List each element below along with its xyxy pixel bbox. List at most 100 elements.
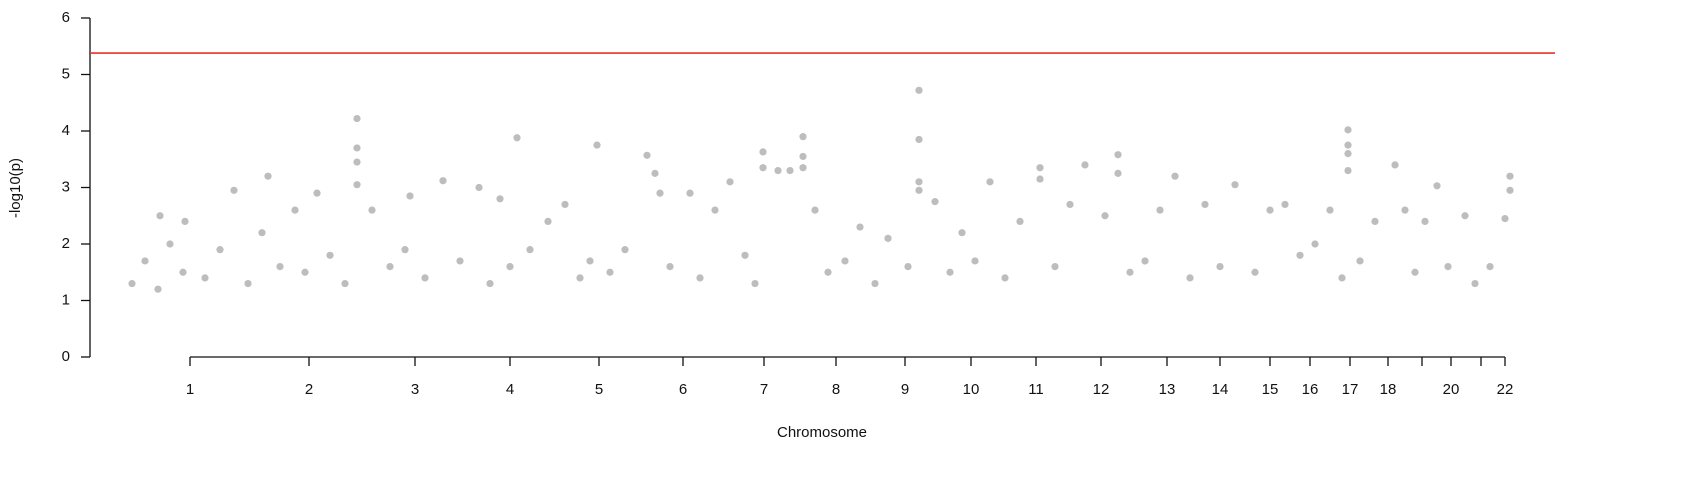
snp-point (759, 164, 767, 172)
snp-point (576, 274, 584, 282)
snp-point (561, 200, 569, 209)
snp-point (386, 263, 394, 271)
snp-point (1036, 164, 1044, 172)
x-tick-label: 12 (1093, 381, 1110, 398)
x-tick-label: 16 (1302, 381, 1319, 398)
x-tick-label: 6 (679, 381, 687, 398)
snp-point (593, 141, 601, 149)
snp-point (1171, 172, 1179, 180)
snp-point (884, 234, 892, 242)
snp-point (786, 166, 794, 175)
snp-point (230, 186, 238, 194)
snp-point (686, 189, 694, 197)
snp-point (841, 257, 849, 265)
snp-point (154, 285, 162, 293)
snp-point (156, 212, 164, 220)
snp-point (915, 86, 923, 94)
snp-point (824, 268, 832, 276)
snp-point (774, 166, 782, 175)
snp-point (726, 178, 734, 186)
snp-point (1126, 268, 1134, 276)
snp-point (971, 257, 979, 265)
snp-point (1444, 263, 1452, 271)
snp-point (1471, 279, 1479, 288)
snp-point (301, 268, 309, 276)
snp-point (353, 158, 361, 166)
snp-point (1356, 257, 1364, 265)
snp-point (799, 152, 807, 161)
x-tick-label: 18 (1380, 381, 1397, 398)
snp-point (141, 257, 149, 265)
snp-point (1326, 206, 1334, 214)
snp-point (1101, 212, 1109, 220)
snp-point (326, 251, 334, 259)
snp-point (586, 257, 594, 265)
snp-point (1156, 206, 1164, 214)
snp-point (799, 133, 807, 141)
snp-point (1114, 151, 1122, 159)
snp-point (353, 114, 361, 123)
x-tick-label: 2 (305, 381, 313, 398)
snp-point (1411, 268, 1419, 276)
snp-point (915, 186, 923, 194)
snp-point (651, 169, 659, 177)
snp-point (1421, 217, 1429, 225)
snp-point (1251, 268, 1259, 276)
snp-point (1506, 172, 1514, 180)
snp-point (258, 229, 266, 237)
snp-point (606, 268, 614, 276)
x-tick-label: 1 (186, 381, 194, 398)
y-tick-label: 6 (62, 9, 70, 26)
snp-point (368, 206, 376, 214)
snp-point (1186, 274, 1194, 282)
snp-point (544, 217, 552, 225)
snp-point (915, 178, 923, 186)
snp-point (216, 246, 224, 254)
snp-point (1338, 274, 1346, 282)
snp-point (1461, 212, 1469, 220)
snp-point (811, 206, 819, 214)
snp-point (751, 279, 759, 288)
snp-point (421, 274, 429, 282)
snp-point (128, 279, 136, 288)
x-tick-label: 4 (506, 381, 514, 398)
snp-point (915, 135, 923, 144)
snp-point (496, 195, 504, 203)
snp-point (475, 183, 483, 192)
snp-point (1281, 200, 1289, 209)
snp-point (666, 263, 674, 271)
x-tick-label: 8 (832, 381, 840, 398)
snp-point (1216, 263, 1224, 271)
snp-point (506, 263, 514, 271)
snp-point (1001, 274, 1009, 282)
snp-point (406, 192, 414, 200)
x-tick-label: 9 (901, 381, 909, 398)
snp-point (1141, 257, 1149, 265)
x-axis-label: Chromosome (777, 424, 867, 441)
snp-point (244, 279, 252, 288)
snp-point (526, 246, 534, 254)
snp-point (1401, 206, 1409, 214)
snp-point (181, 217, 189, 225)
snp-point (871, 279, 879, 288)
snp-point (353, 144, 361, 152)
snp-point (1114, 169, 1122, 177)
x-tick-label: 13 (1159, 381, 1176, 398)
snp-point (1266, 206, 1274, 214)
snp-point (1344, 150, 1352, 158)
snp-point (1433, 182, 1441, 190)
snp-point (1311, 240, 1319, 248)
snp-point (759, 148, 767, 156)
snp-point (1036, 175, 1044, 183)
snp-point (1066, 200, 1074, 209)
snp-point (1231, 181, 1239, 189)
snp-point (1506, 186, 1514, 194)
snp-point (1081, 161, 1089, 169)
snp-point (1486, 263, 1494, 271)
x-tick-label: 14 (1212, 381, 1229, 398)
snp-point (1016, 217, 1024, 225)
x-tick-label: 5 (595, 381, 603, 398)
snp-point (1296, 251, 1304, 259)
snp-point (166, 240, 174, 248)
